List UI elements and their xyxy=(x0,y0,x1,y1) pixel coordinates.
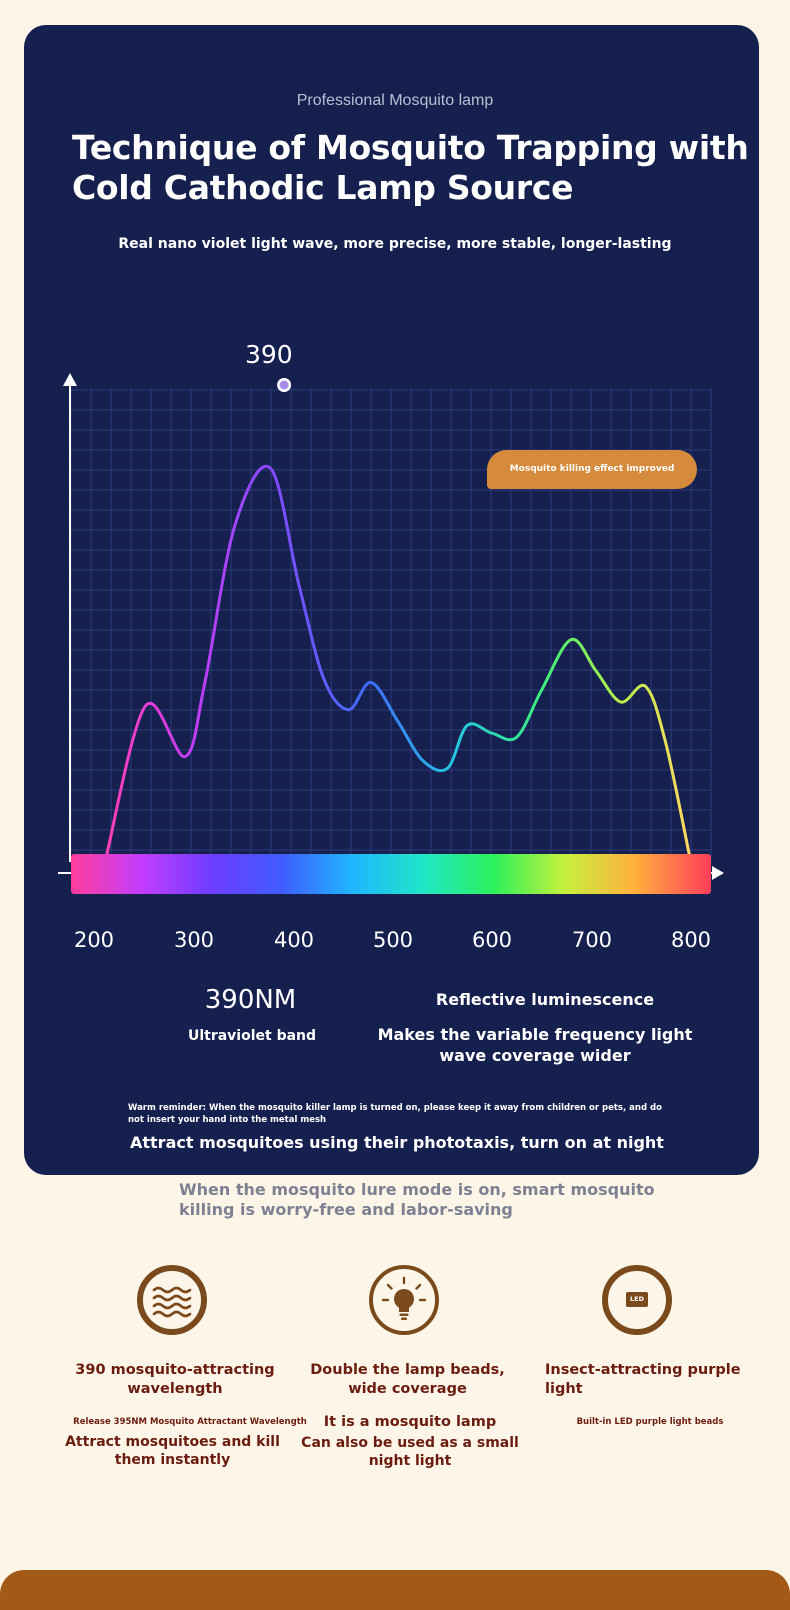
tagline: Real nano violet light wave, more precis… xyxy=(118,236,672,252)
waves-icon xyxy=(137,1265,207,1335)
product-subtitle: Professional Mosquito lamp xyxy=(296,92,494,109)
peak-marker-inner xyxy=(279,380,289,390)
lightbulb-icon xyxy=(369,1265,439,1335)
feature-title: Insect-attracting purple light xyxy=(545,1362,741,1397)
x-axis-arrow xyxy=(712,866,724,880)
x-tick-label: 800 xyxy=(670,928,712,952)
led-icon-text: LED xyxy=(626,1292,648,1307)
attract-text: Attract mosquitoes using their phototaxi… xyxy=(130,1133,664,1152)
x-tick-label: 500 xyxy=(372,928,414,952)
x-tick-label: 400 xyxy=(273,928,315,952)
led-icon: LED xyxy=(602,1265,672,1335)
warm-reminder: Warm reminder: When the mosquito killer … xyxy=(128,1103,662,1125)
reflective-title: Reflective luminescence xyxy=(435,990,655,1009)
wavelength-label: Ultraviolet band xyxy=(187,1028,317,1044)
bottom-bar xyxy=(0,1570,790,1610)
feature-note: Release 395NM Mosquito Attractant Wavele… xyxy=(73,1417,307,1427)
spectrum-curve xyxy=(104,464,692,859)
x-tick-label: 200 xyxy=(73,928,115,952)
feature-note: Built-in LED purple light beads xyxy=(576,1417,724,1427)
x-tick-label: 600 xyxy=(471,928,513,952)
feature-desc: Can also be used as a small night light xyxy=(301,1435,519,1469)
peak-label: 390 xyxy=(245,340,293,369)
lure-mode-text: When the mosquito lure mode is on, smart… xyxy=(179,1180,655,1219)
x-tick-label: 300 xyxy=(173,928,215,952)
spectrum-gradient-bar xyxy=(71,854,711,894)
feature-desc: Attract mosquitoes and kill them instant… xyxy=(65,1434,280,1468)
page-title: Technique of Mosquito Trapping with Cold… xyxy=(72,128,749,207)
feature-title: 390 mosquito-attracting wavelength xyxy=(75,1362,275,1397)
spectrum-chart xyxy=(58,373,724,894)
feature-title: Double the lamp beads, wide coverage xyxy=(310,1362,505,1397)
x-tick-label: 700 xyxy=(571,928,613,952)
effect-badge: Mosquito killing effect improved xyxy=(487,450,697,489)
wavelength-value: 390NM xyxy=(204,985,297,1015)
feature-note: It is a mosquito lamp xyxy=(323,1414,497,1430)
reflective-desc: Makes the variable frequency light wave … xyxy=(377,1025,693,1065)
y-axis-arrow xyxy=(63,373,77,386)
